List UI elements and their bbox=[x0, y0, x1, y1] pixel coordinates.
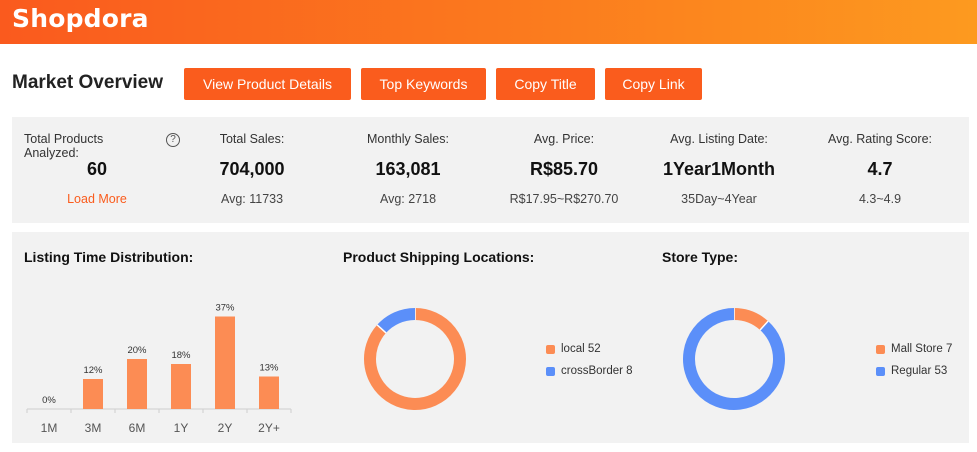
view-product-details-button[interactable]: View Product Details bbox=[184, 68, 351, 100]
x-tick-label: 3M bbox=[85, 421, 102, 435]
shipping-donut-chart bbox=[364, 308, 466, 410]
top-keywords-button[interactable]: Top Keywords bbox=[361, 68, 486, 100]
stat-value: 4.7 bbox=[867, 159, 893, 179]
stat-sub: R$17.95~R$270.70 bbox=[509, 192, 619, 206]
stat-label: Total Sales: bbox=[219, 132, 285, 146]
bar-data-label: 20% bbox=[127, 345, 147, 356]
store-type-title: Store Type: bbox=[662, 249, 738, 265]
listing-time-bar-chart: 0% 1M 12% 3M 20% 6M 18% 1Y 37% 2Y 13% 2Y+ bbox=[26, 303, 292, 435]
stat-label: Avg. Listing Date: bbox=[670, 132, 768, 146]
legend-swatch bbox=[876, 344, 885, 354]
stat-sub: 4.3~4.9 bbox=[858, 192, 902, 206]
x-tick-label: 6M bbox=[129, 421, 146, 435]
legend-label: local 52 bbox=[561, 343, 601, 355]
legend-regular[interactable]: Regular 53 bbox=[876, 365, 947, 377]
bar-6M[interactable] bbox=[127, 359, 147, 409]
stat-label: Total Products Analyzed: bbox=[24, 132, 104, 160]
stat-label: Avg. Rating Score: bbox=[828, 132, 932, 146]
copy-link-button[interactable]: Copy Link bbox=[605, 68, 702, 100]
top-bar: Shopdora bbox=[0, 0, 977, 44]
load-more-link[interactable]: Load More bbox=[67, 192, 127, 206]
stat-value: R$85.70 bbox=[529, 159, 599, 179]
stat-sub: 35Day~4Year bbox=[681, 192, 757, 206]
x-tick-label: 1M bbox=[41, 421, 58, 435]
stat-avg-listing-date: Avg. Listing Date: 1Year1Month 35Day~4Ye… bbox=[644, 117, 794, 223]
slice-crossborder[interactable] bbox=[377, 308, 416, 334]
bar-data-label: 37% bbox=[215, 303, 235, 314]
bar-3M[interactable] bbox=[83, 379, 103, 409]
stat-value: 60 bbox=[86, 159, 108, 179]
slice-regular[interactable] bbox=[683, 308, 785, 410]
stat-monthly-sales: Monthly Sales: 163,081 Avg: 2718 bbox=[333, 117, 483, 223]
title-row: Market Overview View Product Details Top… bbox=[0, 68, 977, 100]
bar-2Y+[interactable] bbox=[259, 376, 279, 410]
stat-value: 704,000 bbox=[219, 159, 285, 179]
stat-label: Avg. Price: bbox=[533, 132, 595, 146]
copy-title-button[interactable]: Copy Title bbox=[496, 68, 595, 100]
x-tick-label: 2Y bbox=[218, 421, 233, 435]
stat-total-sales: Total Sales: 704,000 Avg: 11733 bbox=[180, 117, 324, 223]
legend-crossborder[interactable]: crossBorder 8 bbox=[546, 365, 633, 377]
shipping-locations-title: Product Shipping Locations: bbox=[343, 249, 535, 265]
bar-1Y[interactable] bbox=[171, 364, 191, 409]
bar-data-label: 0% bbox=[42, 395, 56, 406]
legend-label: Mall Store 7 bbox=[891, 343, 953, 355]
stat-avg-rating: Avg. Rating Score: 4.7 4.3~4.9 bbox=[805, 117, 955, 223]
legend-label: Regular 53 bbox=[891, 365, 948, 377]
legend-swatch bbox=[546, 366, 555, 376]
legend-swatch bbox=[546, 344, 555, 354]
stat-sub: Avg: 2718 bbox=[379, 192, 437, 206]
x-tick-label: 1Y bbox=[174, 421, 189, 435]
stat-value: 163,081 bbox=[375, 159, 441, 179]
slice-mall-store[interactable] bbox=[733, 308, 769, 331]
stat-label: Monthly Sales: bbox=[367, 132, 449, 146]
stat-value: 1Year1Month bbox=[662, 159, 776, 179]
slice-separator bbox=[759, 320, 769, 331]
page-title: Market Overview bbox=[12, 72, 164, 93]
stat-sub: Avg: 11733 bbox=[220, 192, 284, 206]
shopdora-logo: Shopdora bbox=[12, 4, 149, 33]
legend-swatch bbox=[876, 366, 885, 376]
legend-local[interactable]: local 52 bbox=[546, 343, 601, 355]
bar-data-label: 18% bbox=[171, 350, 191, 361]
legend-mall-store[interactable]: Mall Store 7 bbox=[876, 343, 952, 355]
stats-panel: Total Products Analyzed: ? 60 Load More … bbox=[12, 117, 969, 223]
charts-panel: Listing Time Distribution: Product Shipp… bbox=[12, 232, 969, 443]
stat-total-products: Total Products Analyzed: ? 60 Load More bbox=[12, 117, 182, 223]
legend-label: crossBorder 8 bbox=[561, 365, 633, 377]
stat-avg-price: Avg. Price: R$85.70 R$17.95~R$270.70 bbox=[489, 117, 639, 223]
bar-data-label: 12% bbox=[83, 365, 103, 376]
listing-time-title: Listing Time Distribution: bbox=[24, 249, 194, 265]
x-tick-label: 2Y+ bbox=[258, 421, 280, 435]
help-icon[interactable]: ? bbox=[166, 133, 180, 147]
slice-local[interactable] bbox=[364, 308, 466, 410]
store-type-donut-chart bbox=[683, 308, 785, 410]
bar-data-label: 13% bbox=[259, 363, 279, 374]
slice-separator bbox=[376, 324, 387, 334]
bar-2Y[interactable] bbox=[215, 316, 235, 410]
